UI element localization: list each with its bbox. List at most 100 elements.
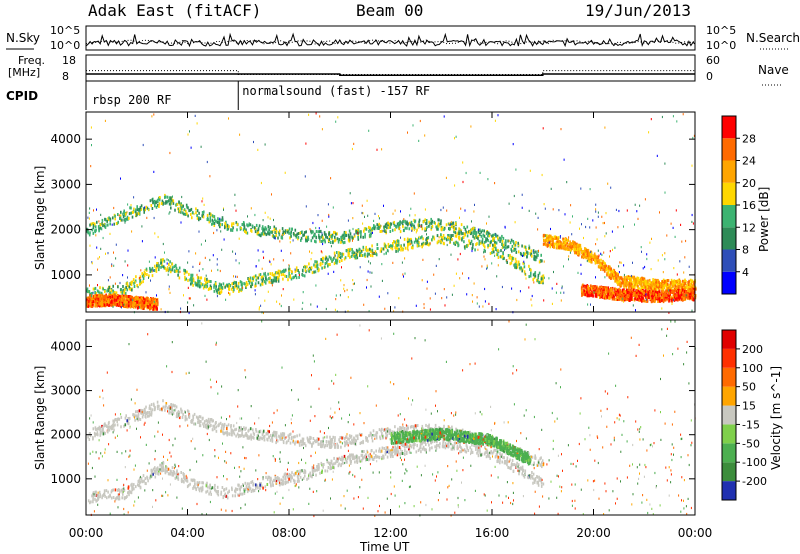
p-echo-cell: [424, 242, 426, 246]
p-echo-cell: [100, 227, 103, 231]
p-echo-cell: [151, 266, 154, 270]
p-noise-cell: [685, 239, 687, 243]
p-echo-cell: [628, 277, 630, 280]
p-noise-cell: [124, 260, 126, 263]
p-echo-cell: [274, 271, 277, 275]
p-echo-cell: [582, 252, 585, 256]
p-echo-cell: [96, 299, 98, 303]
p-noise-cell: [279, 302, 281, 306]
p-echo-cell: [216, 288, 219, 292]
p-echo-cell: [607, 265, 610, 269]
p-echo-cell: [155, 205, 158, 209]
p-echo-cell: [478, 239, 481, 243]
p-echo-cell: [251, 224, 254, 228]
p-echo-cell: [507, 254, 510, 257]
p-echo-cell: [588, 294, 590, 298]
p-echo-cell: [378, 227, 380, 230]
p-noise-cell: [682, 288, 684, 291]
p-echo-cell: [599, 266, 602, 269]
p-echo-cell: [161, 199, 164, 203]
p-echo-cell: [262, 228, 264, 232]
p-noise-cell: [321, 251, 323, 254]
p-echo-cell: [127, 295, 130, 298]
p-echo-cell: [187, 214, 189, 218]
p-noise-cell: [413, 192, 415, 195]
p-echo-cell: [568, 244, 571, 248]
p-noise-cell: [352, 217, 354, 220]
p-echo-cell: [506, 261, 508, 264]
p-echo-cell: [521, 244, 523, 248]
p-echo-cell: [617, 280, 620, 284]
p-echo-cell: [576, 247, 579, 251]
p-noise-cell: [466, 293, 468, 296]
p-noise-cell: [352, 279, 354, 282]
p-echo-cell: [120, 303, 123, 307]
p-echo-cell: [528, 264, 530, 268]
p-echo-cell: [407, 242, 410, 246]
p-echo-cell: [485, 237, 487, 241]
p-echo-cell: [612, 273, 614, 277]
p-echo-cell: [669, 281, 672, 285]
p-echo-cell: [360, 249, 363, 253]
p-echo-cell: [125, 304, 127, 308]
p-echo-cell: [538, 260, 541, 264]
p-echo-cell: [440, 233, 442, 237]
p-echo-cell: [347, 238, 350, 242]
p-echo-cell: [273, 274, 276, 278]
p-echo-cell: [574, 251, 576, 255]
p-noise-cell: [100, 247, 102, 250]
p-echo-cell: [636, 293, 638, 297]
p-echo-cell: [304, 265, 307, 269]
p-noise-cell: [318, 227, 320, 230]
p-echo-cell: [236, 228, 238, 232]
p-echo-cell: [613, 276, 616, 280]
p-echo-cell: [600, 295, 602, 299]
p-noise-cell: [404, 257, 406, 260]
p-echo-cell: [658, 282, 660, 286]
p-echo-cell: [320, 261, 322, 265]
p-echo-cell: [393, 220, 395, 224]
p-noise-cell: [328, 213, 330, 217]
p-noise-cell: [435, 264, 437, 267]
p-noise-cell: [675, 209, 677, 212]
p-noise-cell: [378, 217, 380, 220]
p-echo-cell: [514, 263, 516, 267]
p-echo-cell: [649, 283, 651, 287]
p-echo-cell: [153, 304, 155, 308]
p-noise-cell: [569, 221, 571, 224]
p-echo-cell: [566, 239, 569, 243]
p-echo-cell: [648, 278, 651, 282]
p-noise-cell: [484, 300, 486, 303]
p-echo-cell: [418, 224, 421, 228]
p-echo-cell: [206, 284, 209, 288]
p-echo-cell: [399, 221, 401, 225]
p-echo-cell: [592, 291, 595, 295]
p-echo-cell: [670, 278, 673, 282]
p-echo-cell: [386, 248, 389, 252]
p-noise-cell: [380, 224, 382, 228]
p-echo-cell: [103, 224, 106, 228]
p-noise-cell: [394, 209, 396, 212]
p-echo-cell: [477, 234, 480, 238]
p-echo-cell: [403, 237, 406, 241]
p-echo-cell: [592, 294, 594, 298]
p-noise-cell: [115, 257, 117, 260]
p-echo-cell: [338, 251, 340, 255]
p-echo-cell: [517, 260, 520, 264]
p-echo-cell: [361, 254, 364, 257]
p-echo-cell: [371, 248, 374, 252]
p-noise-cell: [124, 221, 126, 224]
p-echo-cell: [248, 281, 251, 285]
p-echo-cell: [686, 295, 688, 299]
p-echo-cell: [655, 278, 657, 282]
p-echo-cell: [99, 223, 102, 227]
p-noise-cell: [187, 286, 189, 289]
p-noise-cell: [157, 235, 159, 239]
p-echo-cell: [670, 295, 672, 299]
p-echo-cell: [682, 279, 684, 283]
p-echo-cell: [108, 303, 110, 307]
p-echo-cell: [529, 274, 532, 278]
p-echo-cell: [139, 279, 141, 283]
p-echo-cell: [349, 235, 351, 239]
p-echo-cell: [134, 280, 136, 284]
